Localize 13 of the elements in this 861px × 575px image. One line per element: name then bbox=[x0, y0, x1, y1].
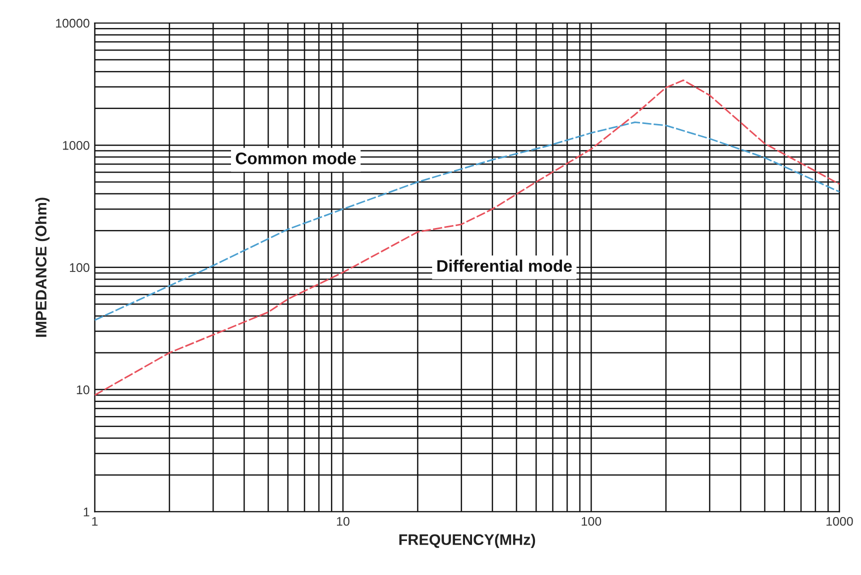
y-tick-label: 100 bbox=[70, 263, 90, 272]
x-tick-label: 100 bbox=[582, 516, 602, 526]
x-tick-label: 10 bbox=[336, 516, 350, 526]
y-tick-label: 10000 bbox=[56, 18, 90, 28]
series-label: Differential mode bbox=[437, 260, 572, 272]
x-tick-label: 1 bbox=[92, 517, 98, 526]
x-tick-label: 1000 bbox=[826, 516, 853, 526]
text: Common mode bbox=[236, 152, 356, 164]
y-axis-title: IMPEDANCE (Ohm) bbox=[35, 198, 50, 337]
y-tick-label: 1 bbox=[84, 508, 90, 516]
x-axis-title: FREQUENCY(MHz) bbox=[399, 534, 536, 548]
y-tick-label: 1000 bbox=[62, 140, 90, 150]
y-tick-label: 10 bbox=[76, 385, 90, 394]
